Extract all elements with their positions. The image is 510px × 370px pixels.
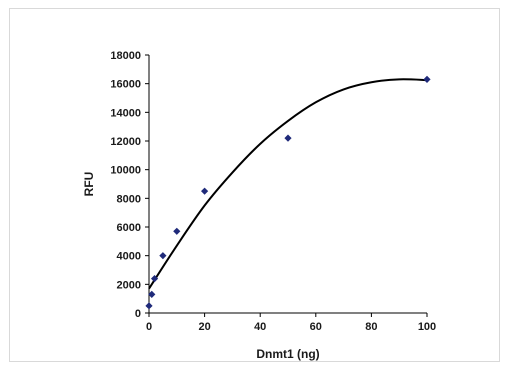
data-point [150,275,159,283]
x-tick-label: 20 [198,321,210,333]
x-axis-title: Dnmt1 (ng) [256,347,319,361]
x-tick-label: 40 [254,321,266,333]
data-point [284,134,292,142]
y-tick-label: 16000 [110,79,141,91]
data-point [173,227,181,235]
trendline [148,78,428,290]
y-tick-label: 18000 [110,50,141,62]
y-axis-title: RFU [82,172,96,197]
y-tick-label: 14000 [110,107,141,119]
x-tick-label: 60 [310,321,322,333]
y-tick-label: 2000 [117,279,141,291]
x-axis: 0 20 40 60 80 100 [146,312,436,333]
data-point [148,290,156,298]
data-point [145,302,153,310]
y-tick-label: 4000 [117,251,141,263]
data-point [201,187,209,195]
y-tick-label: 8000 [117,193,141,205]
trendline-group [148,78,428,290]
x-tick-label: 0 [146,321,152,333]
data-point [159,252,167,260]
y-tick-label: 0 [135,308,141,320]
chart-frame [9,8,500,362]
x-tick-label: 80 [365,321,377,333]
x-tick-label: 100 [418,321,436,333]
y-tick-label: 10000 [110,165,141,177]
y-axis: 0 2000 4000 6000 8000 10000 12000 14000 16000 180… [110,50,150,320]
y-tick-label: 12000 [110,136,141,148]
data-point [423,75,431,83]
data-points [145,75,431,310]
y-tick-label: 6000 [117,222,141,234]
